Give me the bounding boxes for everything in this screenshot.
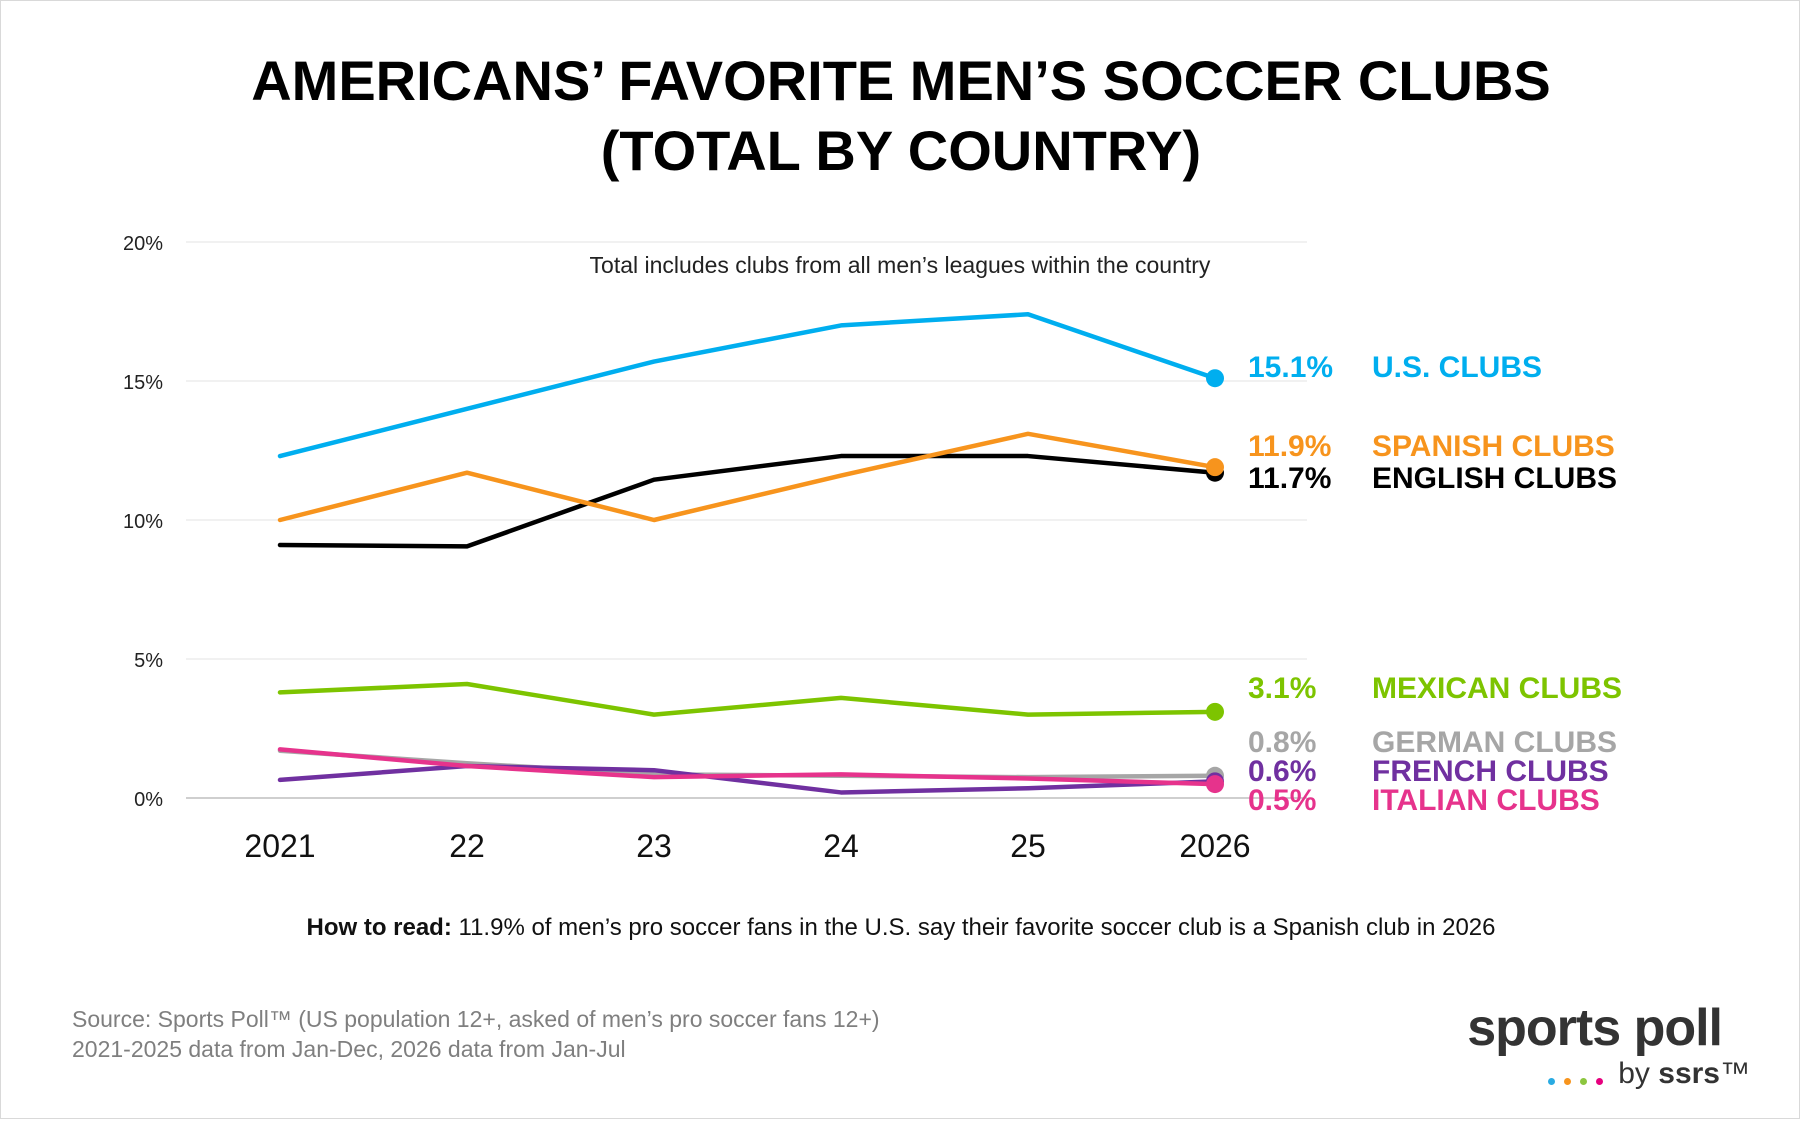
logo-dot — [1548, 1078, 1555, 1085]
series-name-label: SPANISH CLUBS — [1372, 430, 1615, 463]
logo-by-text: by — [1618, 1057, 1659, 1090]
logo-brand: ssrs — [1658, 1057, 1720, 1090]
source-note: Source: Sports Poll™ (US population 12+,… — [72, 1004, 880, 1064]
series-value-label: 11.7% — [1248, 462, 1331, 495]
series-value-label: 0.6% — [1248, 755, 1316, 788]
logo-dot — [1580, 1078, 1587, 1085]
series-line — [277, 431, 1218, 523]
sports-poll-logo: sports poll by ssrs™ — [1440, 1000, 1760, 1100]
chart-annotation: Total includes clubs from all men’s leag… — [590, 252, 1211, 278]
chart-title: AMERICANS’ FAVORITE MEN’S SOCCER CLUBS (… — [0, 46, 1802, 186]
series-value-label: 0.5% — [1248, 784, 1316, 817]
series-name-label: FRENCH CLUBS — [1372, 755, 1609, 788]
series-end-marker — [1206, 458, 1224, 477]
how-to-read-text: 11.9% of men’s pro soccer fans in the U.… — [451, 914, 1496, 941]
logo-dots — [1548, 1072, 1612, 1090]
how-to-read-label: How to read: — [306, 914, 452, 941]
series-line — [277, 747, 1218, 787]
series-end-marker — [1206, 369, 1224, 388]
y-tick-label: 20% — [123, 233, 163, 255]
logo-byline: by ssrs™ — [1618, 1056, 1750, 1092]
source-line-2: 2021-2025 data from Jan-Dec, 2026 data f… — [72, 1036, 626, 1062]
series-name-label: ITALIAN CLUBS — [1372, 784, 1600, 817]
logo-dot — [1564, 1078, 1571, 1085]
title-line-2: (TOTAL BY COUNTRY) — [600, 119, 1202, 182]
x-tick-label: 23 — [636, 828, 672, 864]
x-tick-label: 2021 — [244, 828, 315, 864]
series-name-label: MEXICAN CLUBS — [1372, 672, 1622, 705]
line-chart: 0% 5% 10% 15% 20% 2021 22 23 24 25 2026 Total inclu… — [123, 233, 1622, 864]
x-tick-label: 24 — [823, 828, 859, 864]
logo-dot — [1596, 1078, 1603, 1085]
series-value-label: 11.9% — [1248, 430, 1331, 463]
series-value-label: 15.1% — [1248, 351, 1333, 384]
how-to-read-note: How to read: 11.9% of men’s pro soccer f… — [0, 914, 1802, 942]
series-value-label: 3.1% — [1248, 672, 1316, 705]
logo-tm: ™ — [1720, 1057, 1750, 1090]
y-tick-label: 15% — [123, 372, 163, 394]
series-line — [277, 312, 1218, 459]
y-tick-label: 5% — [134, 650, 163, 672]
y-tick-label: 0% — [134, 789, 163, 811]
y-tick-label: 10% — [123, 511, 163, 533]
x-tick-label: 25 — [1010, 828, 1046, 864]
x-tick-label: 2026 — [1179, 828, 1250, 864]
series-line — [277, 681, 1218, 717]
logo-wordmark: sports poll — [1467, 999, 1723, 1057]
series-name-label: ENGLISH CLUBS — [1372, 462, 1617, 495]
series-line — [277, 763, 1218, 795]
series-name-label: U.S. CLUBS — [1372, 351, 1542, 384]
series-end-marker — [1206, 775, 1224, 794]
x-tick-label: 22 — [449, 828, 485, 864]
title-line-1: AMERICANS’ FAVORITE MEN’S SOCCER CLUBS — [251, 49, 1551, 112]
series-end-marker — [1206, 702, 1224, 721]
series-value-label: 0.8% — [1248, 726, 1316, 759]
source-line-1: Source: Sports Poll™ (US population 12+,… — [72, 1006, 880, 1032]
series-line — [277, 453, 1218, 549]
series-name-label: GERMAN CLUBS — [1372, 726, 1617, 759]
